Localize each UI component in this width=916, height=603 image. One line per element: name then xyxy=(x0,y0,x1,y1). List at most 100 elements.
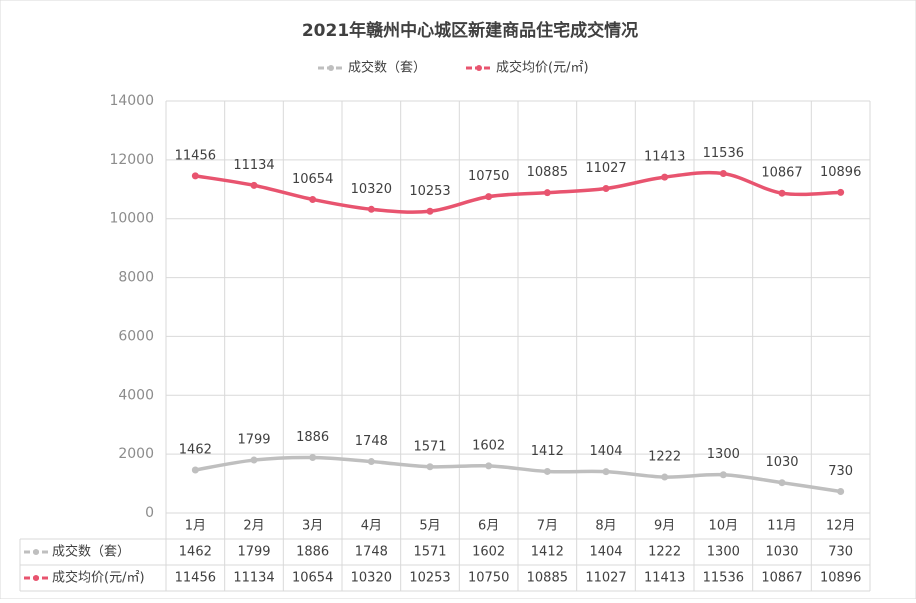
point xyxy=(661,473,669,481)
y-tick-label: 2000 xyxy=(118,446,154,462)
point xyxy=(543,467,551,475)
data-label: 730 xyxy=(828,464,853,479)
table-cell: 1748 xyxy=(355,545,388,560)
point xyxy=(250,181,258,189)
point xyxy=(778,479,786,487)
point xyxy=(837,188,845,196)
x-tick-label: 7月 xyxy=(537,519,558,534)
table-cell: 1799 xyxy=(237,545,270,560)
table-row-header: 成交数（套） xyxy=(52,544,130,560)
table-cell: 1462 xyxy=(179,545,212,560)
data-label: 1799 xyxy=(237,433,270,448)
point xyxy=(837,488,845,496)
data-label: 1222 xyxy=(648,450,681,465)
data-label: 1404 xyxy=(589,444,622,459)
series-line xyxy=(195,455,841,494)
table-cell: 10320 xyxy=(351,571,392,586)
data-label: 10885 xyxy=(527,165,568,180)
data-label: 1748 xyxy=(355,434,388,449)
table-cell: 1412 xyxy=(531,545,564,560)
table-cell: 10867 xyxy=(761,571,802,586)
y-tick-label: 10000 xyxy=(109,211,154,227)
x-tick-label: 6月 xyxy=(478,519,499,534)
legend-key-dot xyxy=(476,65,482,71)
table-cell: 11536 xyxy=(703,571,744,586)
table-cell: 1602 xyxy=(472,545,505,560)
point xyxy=(191,466,199,474)
y-tick-label: 12000 xyxy=(109,152,154,168)
table-cell: 10654 xyxy=(292,571,333,586)
table-cell: 1571 xyxy=(413,545,446,560)
point xyxy=(719,170,727,178)
table-cell: 11456 xyxy=(175,571,216,586)
point xyxy=(367,205,375,213)
point xyxy=(309,453,317,461)
data-label: 1300 xyxy=(707,447,740,462)
point xyxy=(191,172,199,180)
point xyxy=(543,189,551,197)
point xyxy=(602,184,610,192)
point xyxy=(426,463,434,471)
x-tick-label: 9月 xyxy=(654,519,675,534)
point xyxy=(602,468,610,476)
table-row-header: 成交均价(元/㎡) xyxy=(52,570,145,586)
data-label: 10654 xyxy=(292,172,333,187)
table-cell: 1886 xyxy=(296,545,329,560)
data-label: 1462 xyxy=(179,442,212,457)
table-cell: 10750 xyxy=(468,571,509,586)
data-label: 10253 xyxy=(409,184,450,199)
data-label: 1602 xyxy=(472,438,505,453)
table-cell: 1300 xyxy=(707,545,740,560)
data-label: 1571 xyxy=(413,439,446,454)
point xyxy=(250,456,258,464)
point xyxy=(367,458,375,466)
x-tick-label: 10月 xyxy=(709,519,739,534)
table-cell: 10253 xyxy=(409,571,450,586)
data-label: 11134 xyxy=(233,158,274,173)
point xyxy=(485,462,493,470)
table-cell: 10885 xyxy=(527,571,568,586)
data-label: 10896 xyxy=(820,165,861,180)
x-tick-label: 12月 xyxy=(826,519,856,534)
point xyxy=(778,189,786,197)
table-cell: 1222 xyxy=(648,545,681,560)
data-label: 10867 xyxy=(761,166,802,181)
y-tick-label: 0 xyxy=(145,505,154,521)
table-cell: 730 xyxy=(828,545,853,560)
data-label: 1886 xyxy=(296,430,329,445)
data-label: 11456 xyxy=(175,148,216,163)
series-line xyxy=(195,170,841,214)
data-label: 10750 xyxy=(468,169,509,184)
y-tick-label: 8000 xyxy=(118,270,154,286)
data-label: 10320 xyxy=(351,182,392,197)
x-tick-label: 2月 xyxy=(243,519,264,534)
table-cell: 11027 xyxy=(585,571,626,586)
point xyxy=(426,207,434,215)
table-key-dot xyxy=(33,549,39,555)
data-label: 1412 xyxy=(531,444,564,459)
table-key-dot xyxy=(33,575,39,581)
x-tick-label: 4月 xyxy=(361,519,382,534)
point xyxy=(485,193,493,201)
data-label: 11413 xyxy=(644,150,685,165)
y-tick-label: 14000 xyxy=(109,93,154,109)
x-tick-label: 5月 xyxy=(419,519,440,534)
y-tick-label: 6000 xyxy=(118,328,154,344)
table-cell: 1030 xyxy=(765,545,798,560)
x-tick-label: 3月 xyxy=(302,519,323,534)
point xyxy=(661,173,669,181)
table-cell: 1404 xyxy=(589,545,622,560)
point xyxy=(309,195,317,203)
x-tick-label: 8月 xyxy=(595,519,616,534)
data-label: 11536 xyxy=(703,146,744,161)
legend-key-dot xyxy=(328,65,334,71)
table-cell: 11134 xyxy=(233,571,274,586)
table-cell: 11413 xyxy=(644,571,685,586)
data-label: 11027 xyxy=(585,161,626,176)
legend-label: 成交均价(元/㎡) xyxy=(496,60,589,76)
legend-label: 成交数（套） xyxy=(348,60,426,76)
table-cell: 10896 xyxy=(820,571,861,586)
x-tick-label: 1月 xyxy=(185,519,206,534)
